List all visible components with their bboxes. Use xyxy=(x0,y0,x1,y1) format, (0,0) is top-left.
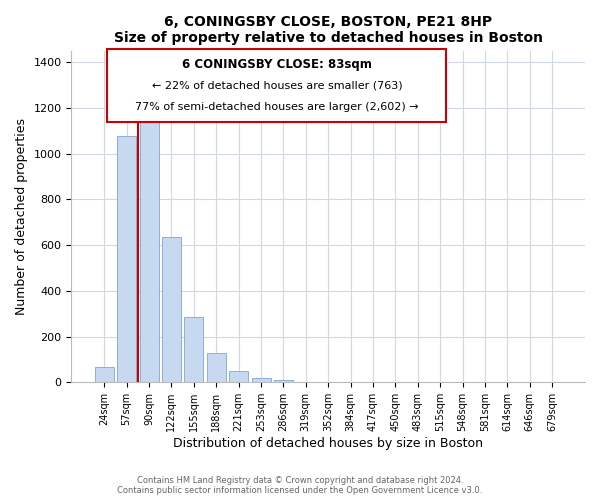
Bar xyxy=(274,380,293,382)
Bar xyxy=(95,368,114,382)
Bar xyxy=(184,317,203,382)
FancyBboxPatch shape xyxy=(107,49,446,122)
Bar xyxy=(140,118,158,382)
Y-axis label: Number of detached properties: Number of detached properties xyxy=(15,118,28,315)
Text: ← 22% of detached houses are smaller (763): ← 22% of detached houses are smaller (76… xyxy=(152,80,402,90)
X-axis label: Distribution of detached houses by size in Boston: Distribution of detached houses by size … xyxy=(173,437,483,450)
Text: 6 CONINGSBY CLOSE: 83sqm: 6 CONINGSBY CLOSE: 83sqm xyxy=(182,58,372,70)
Bar xyxy=(207,352,226,382)
Bar xyxy=(162,237,181,382)
Bar xyxy=(229,372,248,382)
Bar xyxy=(117,136,136,382)
Text: Contains HM Land Registry data © Crown copyright and database right 2024.
Contai: Contains HM Land Registry data © Crown c… xyxy=(118,476,482,495)
Bar xyxy=(251,378,271,382)
Text: 77% of semi-detached houses are larger (2,602) →: 77% of semi-detached houses are larger (… xyxy=(135,102,419,112)
Title: 6, CONINGSBY CLOSE, BOSTON, PE21 8HP
Size of property relative to detached house: 6, CONINGSBY CLOSE, BOSTON, PE21 8HP Siz… xyxy=(114,15,543,45)
